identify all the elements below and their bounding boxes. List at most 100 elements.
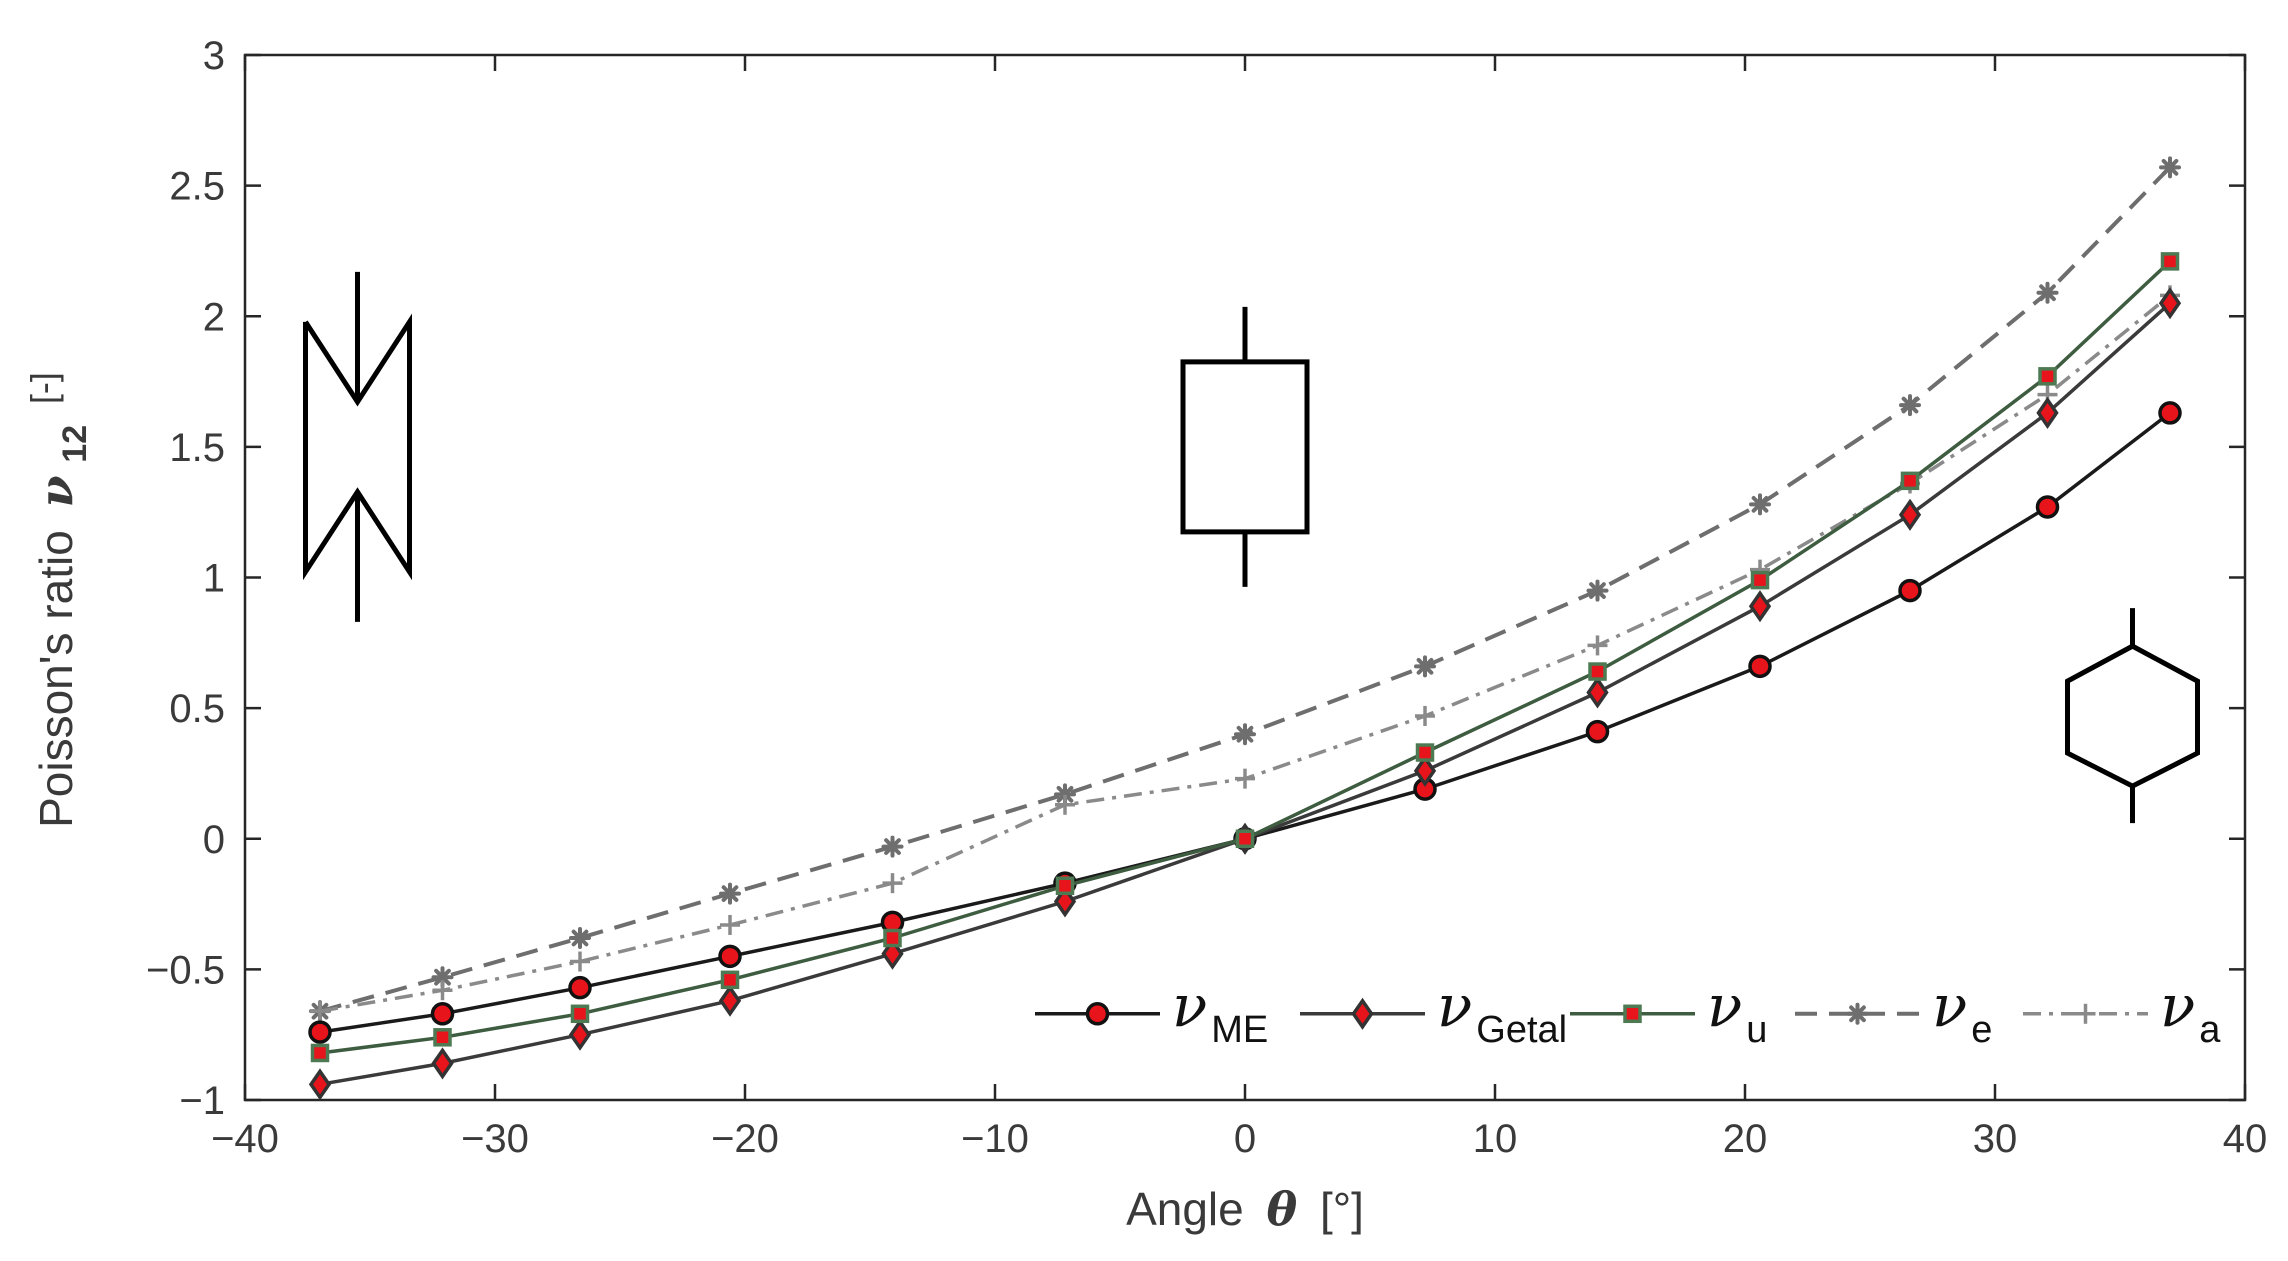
x-tick-label: −40 (211, 1117, 279, 1161)
legend-label-Getal: ν Getal (1437, 972, 1567, 1051)
reentrant-cell-icon (303, 271, 412, 622)
data-point-Getal (718, 984, 742, 1017)
data-point-Getal (2036, 396, 2059, 429)
y-tick-label: 1.5 (169, 426, 225, 470)
data-point-u (1415, 743, 1435, 762)
y-axis-title-symbol: ν (29, 475, 83, 507)
data-point-Getal (1898, 498, 1922, 531)
data-point-e (1414, 655, 1436, 678)
legend-marker-e (1846, 1002, 1869, 1025)
data-point-u (1235, 829, 1255, 848)
legend-marker-u (1623, 1004, 1642, 1024)
asterisk-stroke (2161, 158, 2179, 176)
data-point-ME (1585, 719, 1610, 744)
y-tick-label: 2.5 (169, 165, 225, 209)
x-tick-label: −10 (961, 1117, 1029, 1161)
asterisk-stroke (1056, 785, 1074, 803)
rectangular-cell-icon (1180, 306, 1310, 587)
data-point-ME (568, 975, 592, 1000)
data-point-Getal (568, 1018, 592, 1051)
y-tick-label: 2 (203, 295, 225, 339)
legend-symbol-Getal: ν (1437, 972, 1472, 1040)
data-point-a (432, 980, 453, 1001)
x-tick-label: 20 (1723, 1117, 1768, 1161)
series-u (310, 252, 2180, 1063)
y-axis-title-text: Poisson's ratio (30, 530, 82, 828)
asterisk-stroke (1589, 582, 1606, 599)
data-point-a (1587, 635, 1608, 656)
x-axis-title: Angle θ [°] (1126, 1182, 1364, 1236)
data-point-ME (430, 1002, 455, 1026)
data-point-u (2038, 367, 2057, 386)
data-point-ME (1898, 578, 1922, 603)
data-point-u (883, 928, 902, 948)
y-tick-label: −0.5 (146, 948, 225, 992)
y-axis-title-unit: [-] (23, 372, 64, 404)
legend-symbol-a: ν (2160, 972, 2195, 1040)
x-tick-label: 30 (1973, 1117, 2018, 1161)
data-point-ME (1748, 654, 1772, 679)
data-point-Getal (431, 1047, 454, 1080)
data-point-u (1588, 662, 1607, 681)
data-point-a (310, 1001, 330, 1022)
asterisk-stroke (1751, 495, 1769, 513)
data-point-e (881, 835, 904, 858)
y-axis-title-subscript: 12 (56, 425, 94, 463)
data-point-Getal (308, 1068, 332, 1101)
data-point-Getal (2158, 287, 2182, 320)
data-point-a (720, 914, 740, 935)
y-axis-title: Poisson's ratio ν 12 [-] (23, 372, 96, 828)
data-point-e (569, 927, 591, 950)
asterisk-stroke (434, 968, 451, 986)
y-tick-label: 0 (203, 818, 225, 862)
x-axis-title-text: Angle (1126, 1183, 1244, 1235)
data-point-u (310, 1043, 330, 1063)
data-point-ME (718, 944, 742, 969)
data-point-e (1234, 723, 1256, 746)
y-tick-label: −1 (179, 1079, 225, 1123)
data-point-ME (308, 1020, 332, 1044)
legend-symbol-ME: ν (1172, 972, 1207, 1040)
data-point-e (1749, 493, 1771, 516)
legend-symbol-e: ν (1932, 972, 1967, 1040)
data-point-a (882, 873, 903, 894)
data-point-a (1415, 705, 1435, 726)
data-point-e (719, 882, 741, 905)
legend-item-ME: ν ME (1035, 972, 1268, 1051)
legend-subscript-ME: ME (1211, 1009, 1268, 1051)
data-point-u (2160, 252, 2180, 271)
asterisk-stroke (1236, 725, 1254, 743)
legend-subscript-u: u (1746, 1009, 1767, 1051)
data-point-ME (2158, 401, 2182, 425)
legend-marker-ME (1085, 1002, 1110, 1026)
data-point-Getal (1413, 754, 1437, 787)
data-point-u (570, 1004, 590, 1024)
data-point-e (2159, 156, 2181, 179)
x-tick-label: 0 (1234, 1117, 1256, 1161)
data-point-u (433, 1028, 452, 1047)
asterisk-stroke (721, 885, 739, 902)
hexagonal-cell-icon (2065, 608, 2200, 824)
data-point-e (1899, 394, 1921, 417)
data-point-u (720, 970, 740, 990)
x-tick-label: −30 (461, 1117, 529, 1161)
legend-label-ME: ν ME (1172, 972, 1268, 1051)
x-tick-label: 40 (2223, 1117, 2268, 1161)
data-point-a (570, 951, 590, 972)
asterisk-stroke (1416, 657, 1434, 675)
legend-subscript-Getal: Getal (1476, 1009, 1567, 1051)
asterisk-stroke (1849, 1005, 1866, 1023)
data-point-u (1750, 570, 1770, 590)
data-point-Getal (1586, 676, 1609, 709)
legend-subscript-a: a (2199, 1009, 2221, 1051)
data-point-a (1235, 768, 1255, 789)
data-point-u (1055, 876, 1075, 896)
data-point-u (1900, 471, 1920, 491)
data-point-e (2036, 281, 2059, 304)
